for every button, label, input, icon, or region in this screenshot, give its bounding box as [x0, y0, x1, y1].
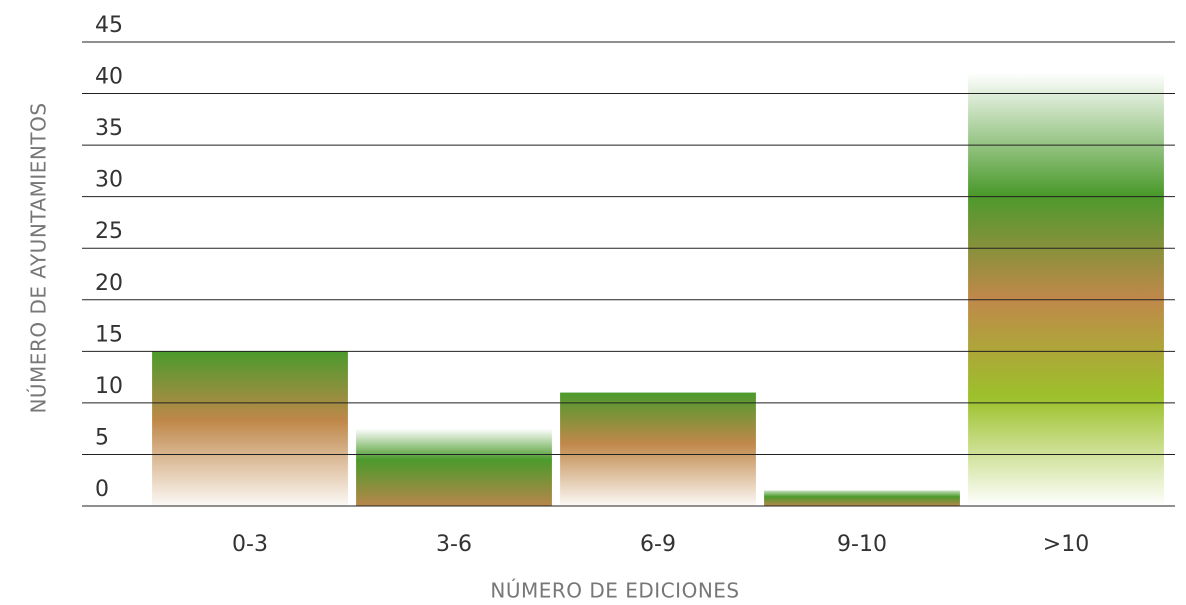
y-tick-label: 30 — [95, 168, 123, 193]
y-axis-title: NÚMERO DE AYUNTAMIENTOS — [27, 102, 51, 413]
x-tick-label: 0-3 — [232, 532, 268, 557]
bar — [968, 72, 1164, 506]
y-tick-label: 40 — [95, 65, 123, 90]
bar — [356, 428, 552, 506]
y-tick-label: 35 — [95, 116, 123, 141]
y-tick-label: 0 — [95, 477, 109, 502]
bar — [152, 351, 348, 506]
y-tick-label: 5 — [95, 425, 109, 450]
x-tick-label: 9-10 — [837, 532, 887, 557]
y-tick-label: 10 — [95, 374, 123, 399]
bar — [764, 490, 960, 506]
x-tick-label: 3-6 — [436, 532, 472, 557]
bar — [560, 392, 756, 506]
y-tick-label: 15 — [95, 322, 123, 347]
x-tick-label: >10 — [1043, 532, 1089, 557]
x-axis-title: NÚMERO DE EDICIONES — [490, 579, 739, 603]
y-tick-label: 20 — [95, 271, 123, 296]
x-tick-label: 6-9 — [640, 532, 676, 557]
y-tick-label: 25 — [95, 219, 123, 244]
y-tick-label: 45 — [95, 13, 123, 38]
